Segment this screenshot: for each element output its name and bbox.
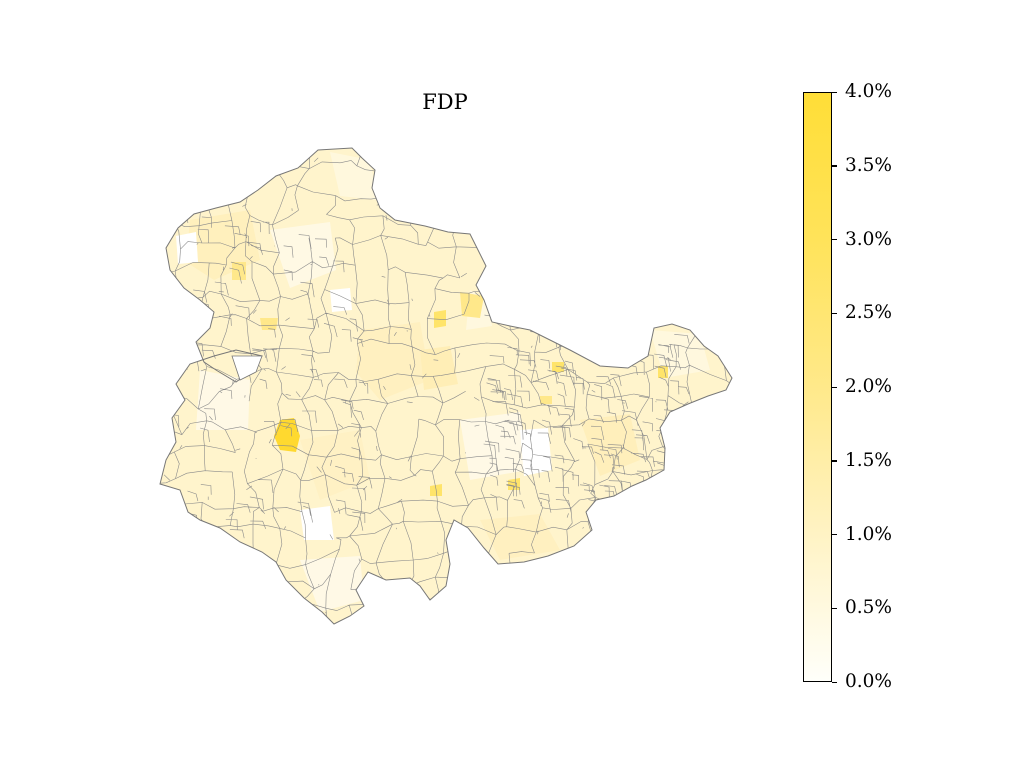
colorbar-label: 2.5% bbox=[845, 302, 892, 324]
colorbar-label: 1.0% bbox=[845, 523, 892, 545]
region-highlight bbox=[460, 292, 484, 318]
region-patch bbox=[270, 222, 336, 288]
region-patch bbox=[300, 506, 334, 540]
enclave-hole bbox=[231, 355, 263, 381]
region-patch bbox=[520, 428, 552, 476]
region-patch bbox=[480, 514, 560, 560]
colorbar-tick bbox=[832, 91, 837, 93]
region-patch bbox=[420, 346, 458, 390]
region-highlight bbox=[274, 418, 300, 452]
colorbar-label: 2.0% bbox=[845, 376, 892, 397]
colorbar-label: 0.0% bbox=[845, 671, 892, 692]
region-patch bbox=[580, 414, 640, 476]
colorbar-tick bbox=[832, 460, 837, 462]
colorbar-label: 3.0% bbox=[845, 228, 892, 250]
region-patch bbox=[330, 152, 378, 200]
region-patch bbox=[300, 556, 364, 612]
colorbar-label: 4.0% bbox=[845, 81, 892, 102]
municipality-regions bbox=[160, 148, 732, 624]
colorbar-label: 0.5% bbox=[845, 597, 892, 619]
colorbar bbox=[803, 92, 832, 682]
region-highlight bbox=[260, 318, 278, 330]
colorbar-tick bbox=[832, 312, 837, 315]
region-highlight bbox=[552, 362, 564, 372]
region-patch bbox=[196, 370, 250, 430]
colorbar-label: 1.5% bbox=[845, 449, 892, 471]
region-patch bbox=[300, 430, 370, 500]
colorbar-tick bbox=[832, 681, 837, 683]
colorbar-tick bbox=[832, 165, 837, 167]
region-highlight bbox=[434, 310, 446, 328]
colorbar-tick bbox=[832, 386, 837, 388]
region-highlight bbox=[540, 396, 552, 404]
region-patch bbox=[460, 412, 528, 480]
colorbar-label: 3.5% bbox=[845, 154, 892, 176]
colorbar-tick bbox=[832, 534, 837, 536]
colorbar-tick bbox=[832, 607, 837, 610]
colorbar-tick bbox=[832, 239, 837, 241]
region-patch bbox=[176, 232, 198, 264]
map-title: FDP bbox=[422, 90, 468, 114]
